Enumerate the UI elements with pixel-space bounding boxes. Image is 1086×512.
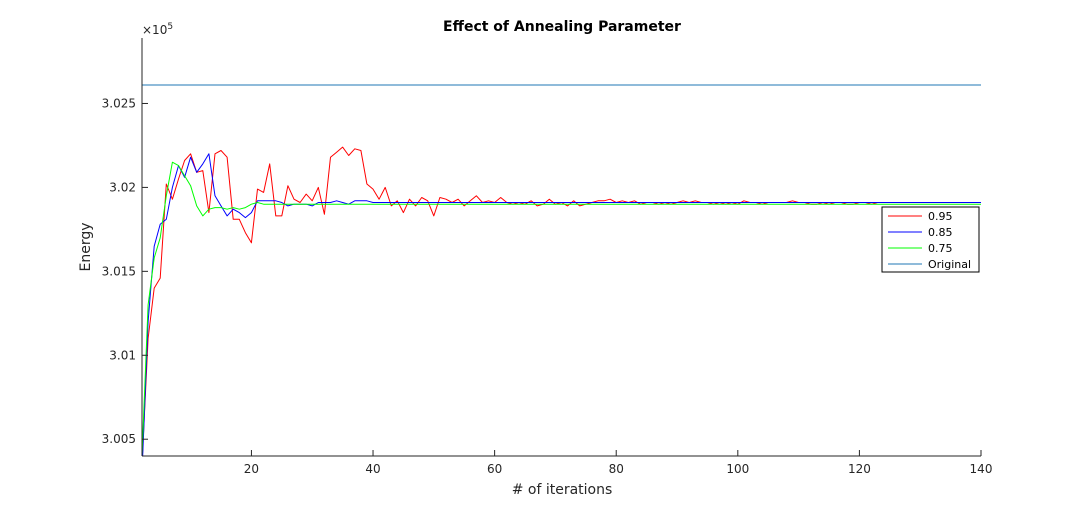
y-tick-label: 3.025 <box>102 96 136 110</box>
x-axis-label: # of iterations <box>512 482 613 498</box>
legend-label: Original <box>928 258 971 271</box>
x-tick-label: 100 <box>726 462 749 476</box>
legend-label: 0.85 <box>928 226 953 239</box>
y-multiplier: ×105 <box>142 22 173 37</box>
y-tick-label: 3.005 <box>102 432 136 446</box>
series-line-0-75 <box>142 161 981 456</box>
x-tick-label: 20 <box>244 462 259 476</box>
x-tick-label: 140 <box>970 462 993 476</box>
series-lines <box>142 84 981 456</box>
x-tick-label: 60 <box>487 462 502 476</box>
y-multiplier-exponent: 5 <box>167 22 173 32</box>
legend-box <box>881 206 980 273</box>
y-tick-label: 3.01 <box>109 348 136 362</box>
y-tick-label: 3.015 <box>102 264 136 278</box>
x-tick-label: 40 <box>365 462 380 476</box>
x-tick-label: 120 <box>848 462 871 476</box>
x-axis-ticks: 20 40 60 80 100 120 140 <box>244 450 993 476</box>
x-tick-label: 80 <box>609 462 624 476</box>
series-line-0-95 <box>142 146 981 456</box>
legend: 0.95 0.85 0.75 Original <box>881 206 980 273</box>
y-axis-label: Energy <box>78 222 94 271</box>
legend-label: 0.75 <box>928 242 953 255</box>
y-axis-ticks: 3.005 3.01 3.015 3.02 3.025 <box>102 96 148 446</box>
legend-label: 0.95 <box>928 210 953 223</box>
chart-title: Effect of Annealing Parameter <box>443 19 681 35</box>
series-line-0-85 <box>142 153 981 456</box>
y-tick-label: 3.02 <box>109 180 136 194</box>
y-multiplier-base: ×10 <box>142 23 167 37</box>
